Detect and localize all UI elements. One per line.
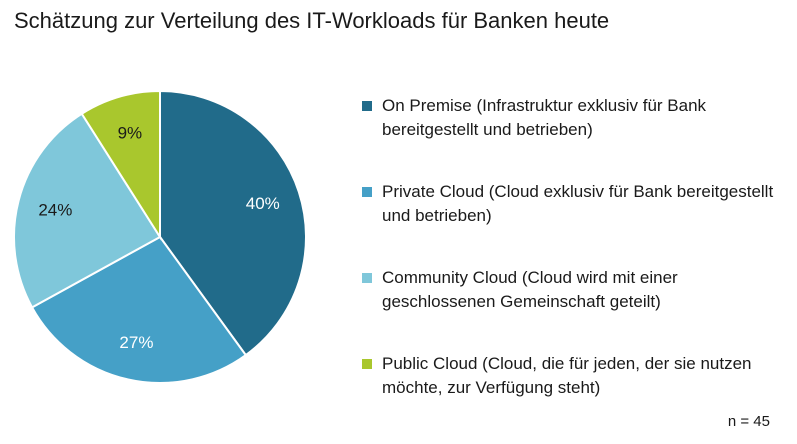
slice-label-public-cloud: 9% [118,124,143,143]
legend-swatch-public-cloud [362,359,372,369]
slice-label-on-premise: 40% [246,194,280,213]
legend-label-public-cloud: Public Cloud (Cloud, die für jeden, der … [382,354,752,397]
legend-swatch-private-cloud [362,187,372,197]
slice-label-private-cloud: 27% [119,333,153,352]
slice-label-community-cloud: 24% [38,201,72,220]
chart-title: Schätzung zur Verteilung des IT-Workload… [14,8,610,33]
legend-swatch-on-premise [362,101,372,111]
legend-swatch-community-cloud [362,273,372,283]
legend-label-private-cloud: Private Cloud (Cloud exklusiv für Bank b… [382,182,774,225]
legend-label-community-cloud: Community Cloud (Cloud wird mit einer ge… [382,268,678,311]
pie-slice-community-cloud [13,112,162,309]
pie-slice-private-cloud [30,235,248,384]
pie-slice-public-cloud [80,89,161,241]
sample-size-note: n = 45 [727,413,770,430]
pie-slice-on-premise [159,89,307,357]
legend-label-on-premise: On Premise (Infrastruktur exklusiv für B… [382,96,707,139]
